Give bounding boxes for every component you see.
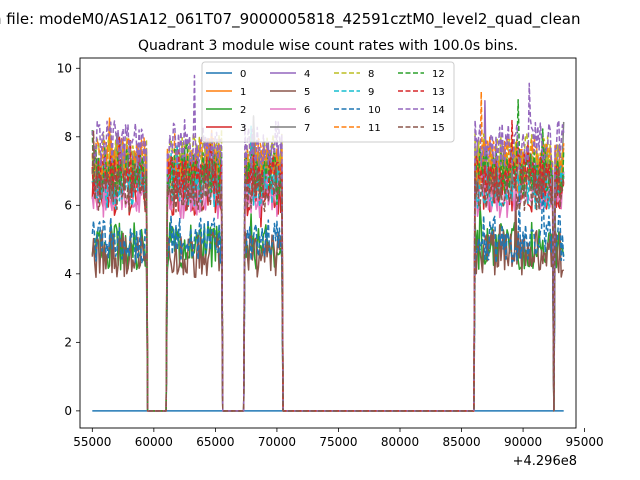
legend-label: 2: [240, 105, 246, 116]
legend-label: 0: [240, 69, 246, 80]
x-tick-label: 70000: [258, 435, 296, 449]
axes: 55000 60000 65000 70000 75000 80000 85000 90000…: [57, 61, 604, 449]
suptitle: n file: modeM0/AS1A12_061T07_9000005818_…: [0, 10, 581, 29]
legend-label: 14: [432, 105, 445, 116]
legend-label: 13: [432, 87, 445, 98]
plot-frame: [79, 57, 577, 429]
series-layer: [91, 74, 565, 412]
legend-label: 5: [304, 87, 310, 98]
x-offset-label: +4.296e8: [513, 454, 577, 469]
legend-label: 9: [368, 87, 374, 98]
x-tick-label: 65000: [196, 435, 234, 449]
legend-label: 15: [432, 123, 445, 134]
legend-label: 4: [304, 69, 310, 80]
legend-label: 6: [304, 105, 310, 116]
y-tick-label: 2: [64, 335, 72, 349]
y-tick-label: 8: [64, 130, 72, 144]
y-tick-label: 0: [64, 404, 72, 418]
series-line-15: [91, 130, 565, 412]
chart-title: Quadrant 3 module wise count rates with …: [138, 38, 518, 54]
legend-box: [201, 61, 455, 143]
legend-label: 12: [432, 69, 445, 80]
y-tick-label: 6: [64, 198, 72, 212]
x-tick-label: 75000: [319, 435, 357, 449]
x-tick-label: 95000: [566, 435, 604, 449]
legend-label: 3: [240, 123, 246, 134]
x-tick-label: 90000: [504, 435, 542, 449]
legend-label: 11: [368, 123, 381, 134]
y-tick-label: 10: [57, 61, 72, 75]
x-tick-label: 80000: [381, 435, 419, 449]
x-tick-label: 55000: [73, 435, 111, 449]
legend-label: 10: [368, 105, 381, 116]
legend-label: 8: [368, 69, 374, 80]
x-tick-label: 60000: [135, 435, 173, 449]
x-tick-label: 85000: [442, 435, 480, 449]
legend-label: 1: [240, 87, 246, 98]
legend-label: 7: [304, 123, 310, 134]
y-tick-label: 4: [64, 267, 72, 281]
